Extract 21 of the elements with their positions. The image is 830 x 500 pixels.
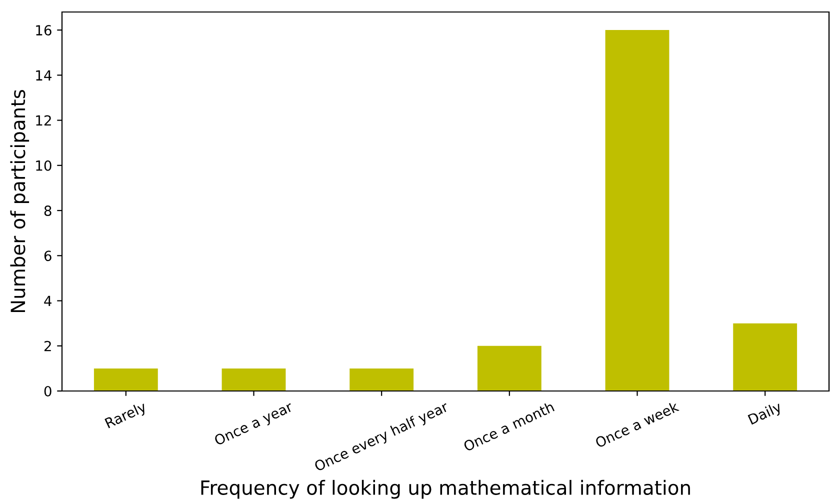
y-tick-label: 16 [36,25,52,36]
y-axis-title: Number of participants [10,90,30,312]
x-tick-label: Once a year [214,400,295,448]
y-tick-label: 0 [44,386,52,396]
bar [733,323,798,391]
bar [350,368,414,391]
y-tick-label: 6 [44,250,52,262]
bar [477,346,542,391]
y-tick-label: 2 [44,340,51,352]
bar [222,368,286,391]
y-tick-label: 12 [36,115,51,126]
y-tick-label: 8 [44,205,52,216]
bar [605,30,670,391]
y-tick-label: 10 [36,160,52,171]
y-tick-label: 4 [44,296,52,306]
x-tick-label: Once a week [594,400,680,448]
x-tick-label: Once every half year [314,400,450,474]
bar [94,368,158,391]
y-tick-label: 14 [36,70,52,80]
x-tick-label: Daily [748,400,784,428]
x-axis-title: Frequency of looking up mathematical information [201,480,690,499]
